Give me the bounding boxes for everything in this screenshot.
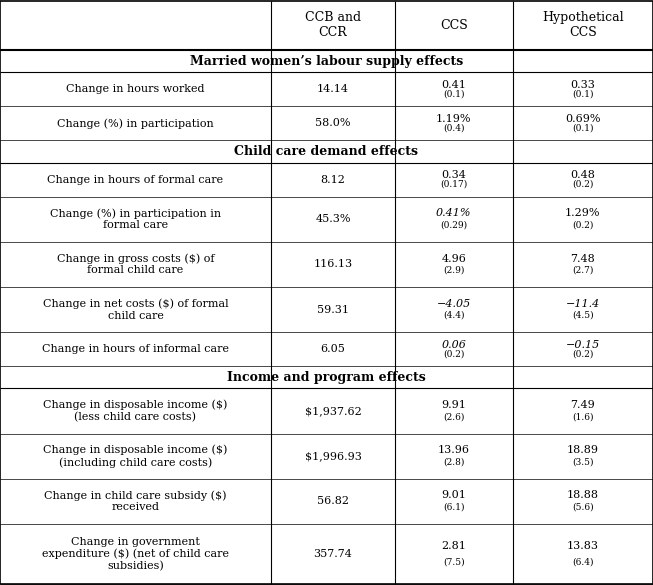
Text: 14.14: 14.14 (317, 84, 349, 94)
Text: 18.89: 18.89 (567, 445, 599, 455)
Text: Change in disposable income ($)
(less child care costs): Change in disposable income ($) (less ch… (43, 400, 228, 422)
Text: (4.5): (4.5) (572, 311, 594, 320)
Text: Change in disposable income ($)
(including child care costs): Change in disposable income ($) (includi… (43, 445, 228, 467)
Text: (0.2): (0.2) (572, 349, 594, 358)
Text: 0.41: 0.41 (441, 80, 466, 90)
Text: 7.49: 7.49 (571, 400, 595, 410)
Text: 0.34: 0.34 (441, 170, 466, 180)
Text: 9.01: 9.01 (441, 490, 466, 500)
Text: 357.74: 357.74 (313, 549, 353, 559)
Text: 59.31: 59.31 (317, 305, 349, 315)
Text: 0.06: 0.06 (441, 340, 466, 350)
Text: 13.83: 13.83 (567, 541, 599, 551)
Text: (0.2): (0.2) (572, 180, 594, 188)
Text: (5.6): (5.6) (572, 503, 594, 512)
Text: 1.29%: 1.29% (565, 208, 601, 218)
Text: Married women’s labour supply effects: Married women’s labour supply effects (190, 54, 463, 68)
Text: (2.6): (2.6) (443, 412, 464, 421)
Text: 0.33: 0.33 (570, 80, 596, 90)
Text: (0.1): (0.1) (443, 89, 464, 98)
Text: CCS: CCS (440, 19, 468, 32)
Text: (6.1): (6.1) (443, 503, 464, 512)
Text: Income and program effects: Income and program effects (227, 371, 426, 384)
Text: 7.48: 7.48 (571, 253, 595, 263)
Text: Change in hours worked: Change in hours worked (66, 84, 205, 94)
Text: 0.48: 0.48 (570, 170, 596, 180)
Text: (6.4): (6.4) (572, 558, 594, 566)
Text: (0.2): (0.2) (443, 349, 464, 358)
Text: 9.91: 9.91 (441, 400, 466, 410)
Text: 8.12: 8.12 (321, 174, 345, 185)
Text: Change (%) in participation in
formal care: Change (%) in participation in formal ca… (50, 208, 221, 230)
Text: 45.3%: 45.3% (315, 214, 351, 224)
Text: 2.81: 2.81 (441, 541, 466, 551)
Text: (3.5): (3.5) (572, 457, 594, 466)
Text: (0.4): (0.4) (443, 123, 464, 132)
Text: 0.41%: 0.41% (436, 208, 471, 218)
Text: Change in net costs ($) of formal
child care: Change in net costs ($) of formal child … (42, 298, 229, 321)
Text: $1,937.62: $1,937.62 (305, 406, 361, 416)
Text: Change in hours of formal care: Change in hours of formal care (48, 174, 223, 185)
Text: −4.05: −4.05 (437, 299, 471, 309)
Text: 116.13: 116.13 (313, 259, 353, 270)
Text: 18.88: 18.88 (567, 490, 599, 500)
Text: CCB and
CCR: CCB and CCR (305, 11, 361, 39)
Text: 58.0%: 58.0% (315, 118, 351, 129)
Text: −11.4: −11.4 (565, 299, 600, 309)
Text: (2.8): (2.8) (443, 457, 464, 466)
Text: (2.7): (2.7) (572, 266, 594, 275)
Text: −0.15: −0.15 (565, 340, 600, 350)
Text: (0.17): (0.17) (440, 180, 468, 188)
Text: 1.19%: 1.19% (436, 114, 471, 124)
Text: Child care demand effects: Child care demand effects (234, 145, 419, 158)
Text: (0.29): (0.29) (440, 221, 468, 230)
Text: 13.96: 13.96 (438, 445, 470, 455)
Text: Change (%) in participation: Change (%) in participation (57, 118, 214, 129)
Text: (0.2): (0.2) (572, 221, 594, 230)
Text: (0.1): (0.1) (572, 123, 594, 132)
Text: 4.96: 4.96 (441, 253, 466, 263)
Text: Hypothetical
CCS: Hypothetical CCS (542, 11, 624, 39)
Text: (7.5): (7.5) (443, 558, 465, 566)
Text: (1.6): (1.6) (572, 412, 594, 421)
Text: (0.1): (0.1) (572, 89, 594, 98)
Text: Change in child care subsidy ($)
received: Change in child care subsidy ($) receive… (44, 490, 227, 512)
Text: 56.82: 56.82 (317, 496, 349, 506)
Text: (2.9): (2.9) (443, 266, 464, 275)
Text: (4.4): (4.4) (443, 311, 464, 320)
Text: Change in hours of informal care: Change in hours of informal care (42, 344, 229, 355)
Text: Change in gross costs ($) of
formal child care: Change in gross costs ($) of formal chil… (57, 253, 214, 276)
Text: 0.69%: 0.69% (565, 114, 601, 124)
Text: $1,996.93: $1,996.93 (304, 451, 362, 461)
Text: 6.05: 6.05 (321, 344, 345, 355)
Text: Change in government
expenditure ($) (net of child care
subsidies): Change in government expenditure ($) (ne… (42, 537, 229, 571)
